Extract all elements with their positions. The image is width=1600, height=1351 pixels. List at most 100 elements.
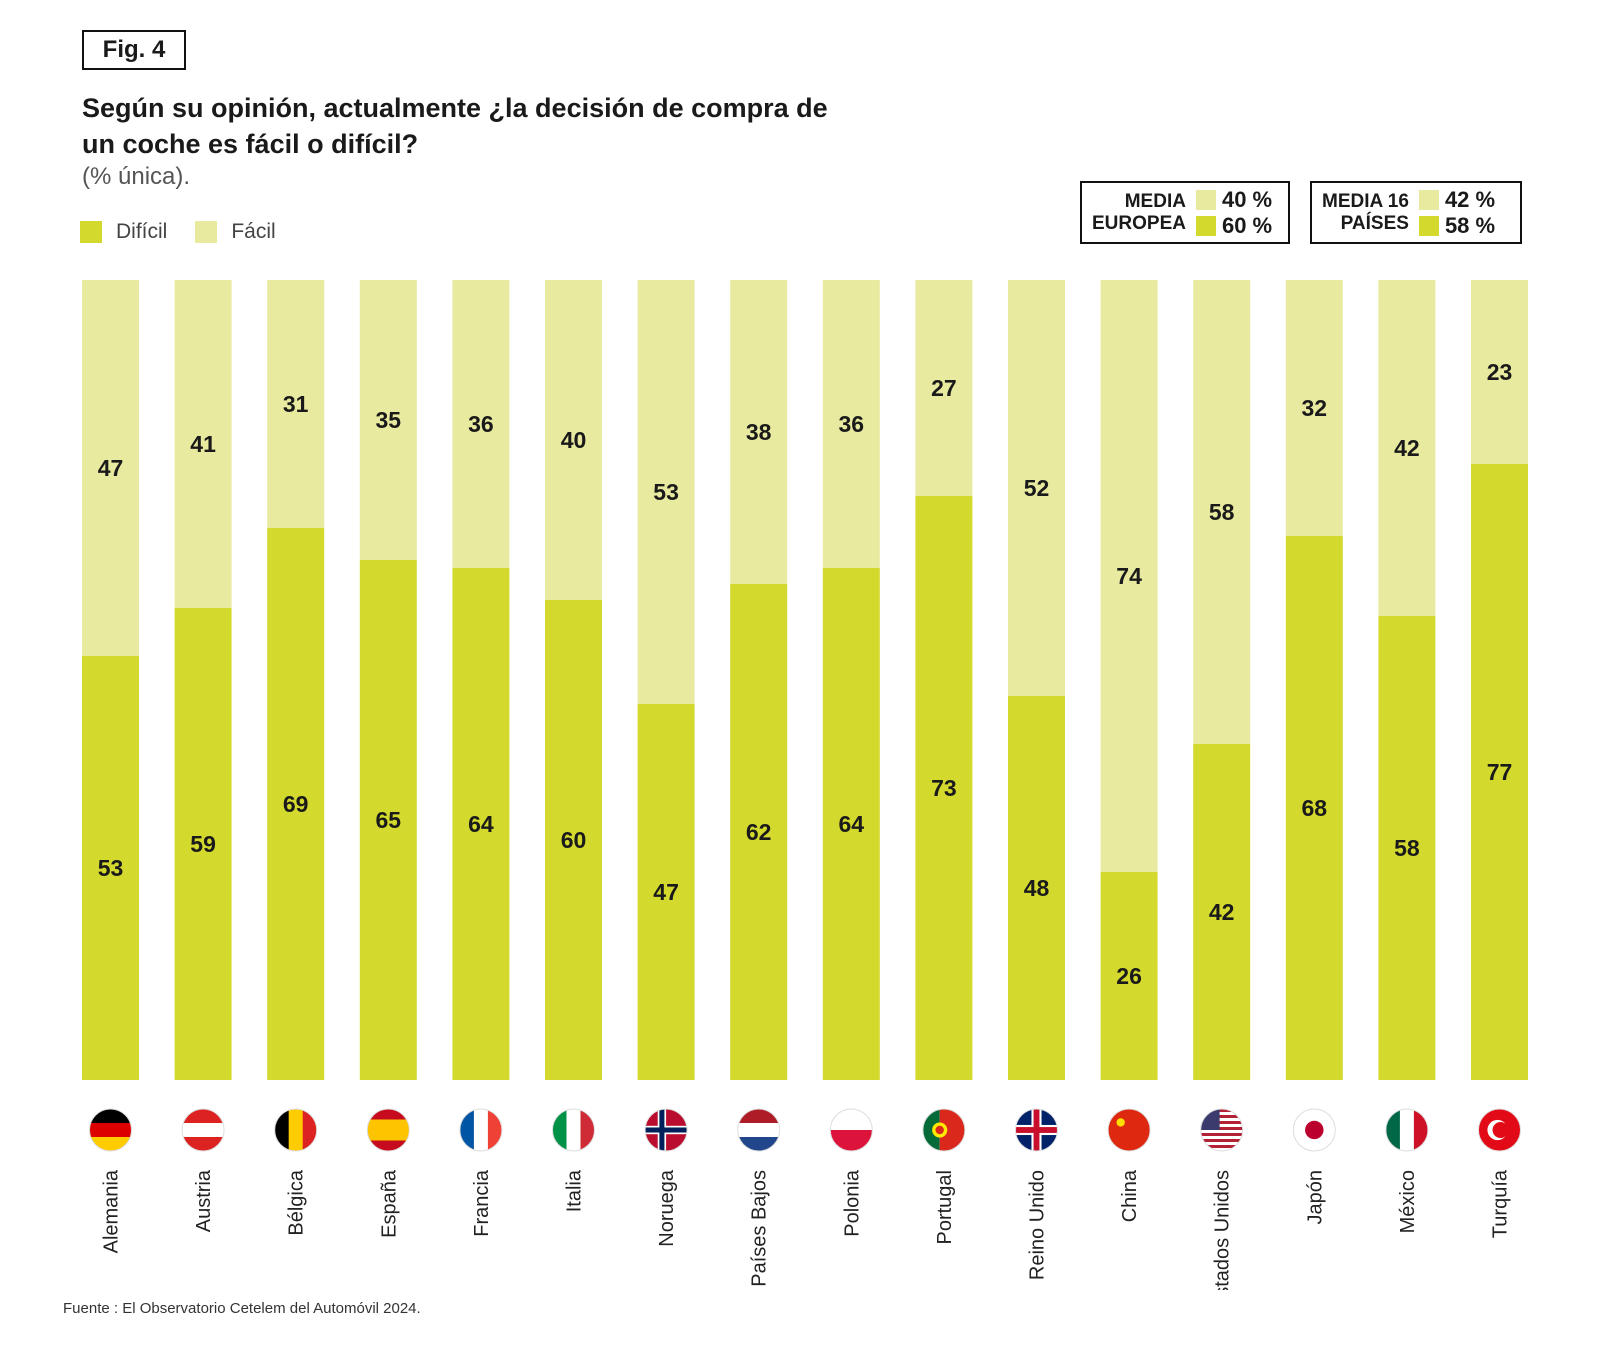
label-facil-11: 74 (1116, 563, 1142, 589)
bar-facil-13 (1285, 280, 1343, 536)
label-facil-15: 23 (1487, 359, 1513, 385)
bar-dificil-1 (174, 608, 232, 1080)
bar-dificil-10 (1008, 696, 1065, 1080)
category-label-12: Estados Unidos (1212, 1170, 1234, 1290)
flag-ring-15 (1478, 1108, 1521, 1152)
category-label-4: Francia (471, 1169, 493, 1237)
label-dificil-2: 69 (283, 791, 309, 817)
bar-dificil-7 (730, 584, 788, 1080)
chart-subtitle: (% única). (82, 163, 191, 190)
flag-icon-turquía (1478, 1109, 1521, 1151)
flag-icon-alemania (89, 1109, 132, 1151)
bar-dificil-15 (1471, 464, 1528, 1080)
label-dificil-6: 47 (653, 879, 679, 905)
bar-facil-3 (359, 280, 417, 560)
figure-label: Fig. 4 (82, 30, 186, 70)
category-label-13: Japón (1304, 1170, 1326, 1225)
flag-icon-países-bajos (737, 1109, 780, 1151)
average-16-label-2: PAÍSES (1340, 212, 1409, 234)
bar-dificil-11 (1100, 872, 1158, 1080)
average-europe-dificil: 60 % (1221, 212, 1273, 238)
flag-ring-9 (922, 1108, 966, 1152)
label-facil-8: 36 (839, 411, 865, 437)
label-dificil-12: 42 (1209, 899, 1235, 925)
category-label-1: Austria (193, 1169, 215, 1232)
label-facil-10: 52 (1024, 475, 1050, 501)
label-dificil-14: 58 (1394, 835, 1420, 861)
flag-icon-francia (459, 1109, 502, 1151)
flag-icon-bélgica (274, 1109, 317, 1151)
category-label-5: Italia (564, 1169, 586, 1212)
category-label-6: Noruega (656, 1169, 678, 1247)
flag-icon-noruega (645, 1109, 688, 1151)
flag-icon-japón (1293, 1109, 1336, 1151)
average-europe-label-2: EUROPEA (1092, 212, 1186, 234)
bar-facil-1 (174, 280, 232, 608)
flag-icon-china (1108, 1109, 1151, 1151)
label-dificil-1: 59 (190, 831, 216, 857)
bar-facil-2 (267, 280, 325, 528)
label-dificil-5: 60 (561, 827, 587, 853)
bar-dificil-4 (452, 568, 510, 1080)
flag-icon-italia (552, 1109, 595, 1151)
average-europe-label-1: MEDIA (1124, 190, 1186, 212)
flag-icon-reino-unido (1015, 1109, 1058, 1151)
stacked-bar-chart: 47 53 Alemania 41 59 Austria 31 69 Bélgica 35 65 Es… (82, 280, 1528, 1290)
average-16-label-1: MEDIA 16 (1322, 190, 1409, 212)
label-facil-5: 40 (561, 427, 587, 453)
average-16-dificil-swatch (1418, 215, 1439, 236)
label-dificil-13: 68 (1302, 795, 1328, 821)
flag-ring-7 (737, 1108, 781, 1152)
flag-ring-14 (1385, 1108, 1429, 1152)
bar-dificil-14 (1378, 616, 1436, 1080)
average-box-16-paises: MEDIA 16 PAÍSES 42 % 58 % (1310, 181, 1522, 244)
category-label-15: Turquía (1490, 1169, 1512, 1238)
label-facil-3: 35 (376, 407, 402, 433)
average-16-facil-swatch (1418, 189, 1439, 210)
category-label-11: China (1119, 1169, 1141, 1222)
legend-label-dificil: Difícil (116, 220, 168, 243)
flag-ring-12 (1200, 1108, 1244, 1152)
legend-item-facil: Fácil (195, 220, 276, 244)
legend-swatch-facil (195, 221, 218, 243)
bar-dificil-12 (1193, 744, 1251, 1080)
label-dificil-4: 64 (468, 811, 494, 837)
bar-dificil-8 (822, 568, 880, 1080)
average-box-europe: MEDIA EUROPEA 40 % 60 % (1080, 181, 1290, 244)
label-dificil-9: 73 (931, 775, 957, 801)
source-note: Fuente : El Observatorio Cetelem del Aut… (63, 1300, 421, 1317)
bar-facil-14 (1378, 280, 1436, 616)
flag-ring-1 (181, 1108, 225, 1152)
label-dificil-11: 26 (1116, 963, 1142, 989)
category-label-9: Portugal (934, 1170, 956, 1245)
average-europe-facil: 40 % (1221, 186, 1273, 212)
bar-facil-6 (637, 280, 695, 704)
chart-legend: Difícil Fácil (80, 220, 304, 244)
label-facil-12: 58 (1209, 499, 1235, 525)
average-16-facil: 42 % (1444, 186, 1496, 212)
flag-ring-5 (552, 1108, 595, 1152)
legend-item-dificil: Difícil (80, 220, 167, 244)
label-facil-13: 32 (1302, 395, 1328, 421)
bar-dificil-9 (915, 496, 973, 1080)
flag-ring-0 (89, 1108, 132, 1152)
label-facil-9: 27 (931, 375, 957, 401)
category-label-7: Países Bajos (749, 1170, 771, 1287)
flag-icon-polonia (830, 1109, 873, 1151)
flag-icon-méxico (1385, 1109, 1428, 1151)
label-facil-7: 38 (746, 419, 772, 445)
label-facil-14: 42 (1394, 435, 1420, 461)
label-facil-4: 36 (468, 411, 494, 437)
bar-dificil-5 (545, 600, 602, 1080)
legend-swatch-dificil (80, 221, 102, 243)
bar-facil-7 (730, 280, 788, 584)
flag-ring-11 (1107, 1108, 1151, 1152)
bar-dificil-0 (82, 656, 139, 1080)
bar-facil-4 (452, 280, 510, 568)
bar-facil-12 (1193, 280, 1251, 744)
flag-icon-austria (182, 1109, 225, 1151)
bar-facil-8 (822, 280, 880, 568)
bar-dificil-3 (359, 560, 417, 1080)
label-dificil-7: 62 (746, 819, 772, 845)
flag-ring-8 (829, 1108, 873, 1152)
